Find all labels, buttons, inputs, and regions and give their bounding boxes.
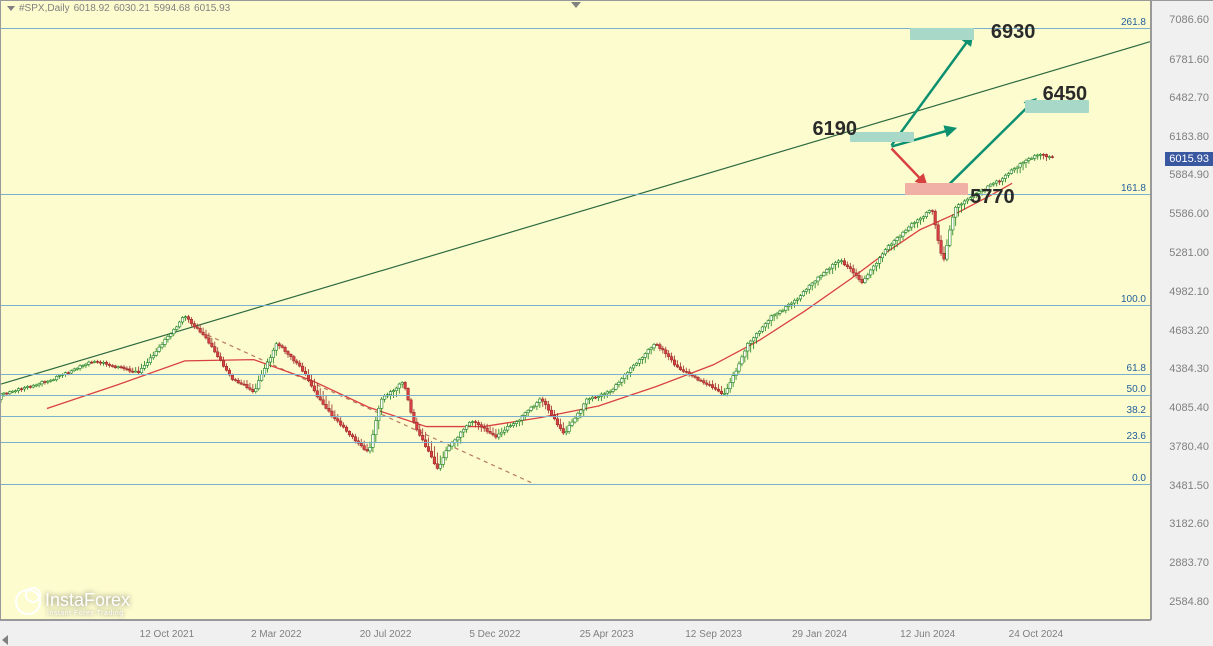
price-target-label: 6930	[991, 21, 1036, 44]
price-target-label: 6450	[1043, 83, 1088, 106]
price-target-box	[905, 183, 968, 196]
y-tick-label: 6781.60	[1169, 54, 1209, 66]
last-price-tag: 6015.93	[1165, 152, 1213, 166]
x-tick-label: 12 Jun 2024	[900, 629, 955, 640]
xaxis-scroll-icon[interactable]	[2, 635, 8, 645]
logo-icon	[15, 587, 41, 613]
x-axis: 12 Oct 2021 2 Mar 2022 20 Jul 2022 5 Dec 20…	[0, 620, 1151, 646]
y-tick-label: 2883.70	[1169, 557, 1209, 569]
chart-top-marker-icon	[571, 2, 581, 8]
title-dropdown-icon[interactable]	[7, 6, 15, 11]
y-tick-label: 4683.20	[1169, 325, 1209, 337]
fib-label: 23.6	[1127, 431, 1146, 442]
y-tick-label: 4384.30	[1169, 363, 1209, 375]
price-target-box	[850, 132, 913, 142]
x-tick-label: 12 Oct 2021	[140, 629, 194, 640]
watermark-tagline: Instant Forex Trading	[47, 610, 124, 617]
x-tick-label: 5 Dec 2022	[469, 629, 520, 640]
x-tick-label: 25 Apr 2023	[580, 629, 634, 640]
chart-svg-layer	[1, 1, 1150, 619]
y-tick-label: 6482.70	[1169, 92, 1209, 104]
y-tick-label: 2584.80	[1169, 596, 1209, 608]
y-tick-label: 7086.60	[1169, 14, 1209, 26]
symbol-label: #SPX,Daily	[19, 3, 70, 14]
x-tick-label: 20 Jul 2022	[360, 629, 412, 640]
title-bar: #SPX,Daily 6018.92 6030.21 5994.68 6015.…	[7, 3, 230, 14]
x-tick-label: 12 Sep 2023	[685, 629, 742, 640]
fib-label: 261.8	[1121, 17, 1146, 28]
ohlc-open: 6018.92	[74, 3, 110, 14]
fib-line	[1, 416, 1150, 417]
fib-line	[1, 484, 1150, 485]
y-tick-label: 4085.40	[1169, 402, 1209, 414]
y-tick-label: 3780.40	[1169, 441, 1209, 453]
y-tick-label: 5586.00	[1169, 208, 1209, 220]
y-tick-label: 5281.00	[1169, 247, 1209, 259]
ohlc-close: 6015.93	[194, 3, 230, 14]
fib-label: 100.0	[1121, 294, 1146, 305]
fib-line	[1, 28, 1150, 29]
y-tick-label: 3481.50	[1169, 480, 1209, 492]
y-axis: 6015.93 7086.60 6781.60 6482.70 6183.80 5884…	[1151, 0, 1213, 620]
fib-label: 161.8	[1121, 183, 1146, 194]
watermark-brand: InstaForex	[45, 590, 130, 611]
y-tick-label: 4982.10	[1169, 286, 1209, 298]
y-tick-label: 6183.80	[1169, 131, 1209, 143]
x-tick-label: 2 Mar 2022	[251, 629, 302, 640]
last-price-value: 6015.93	[1169, 153, 1209, 165]
y-tick-label: 3182.60	[1169, 518, 1209, 530]
chart-container: #SPX,Daily 6018.92 6030.21 5994.68 6015.…	[0, 0, 1213, 646]
chart-plot-area[interactable]: #SPX,Daily 6018.92 6030.21 5994.68 6015.…	[0, 0, 1151, 620]
fib-label: 50.0	[1127, 384, 1146, 395]
price-target-label: 5770	[970, 186, 1015, 209]
fib-label: 38.2	[1127, 405, 1146, 416]
fib-line	[1, 442, 1150, 443]
fib-label: 0.0	[1132, 473, 1146, 484]
fib-line	[1, 395, 1150, 396]
fib-line	[1, 374, 1150, 375]
x-tick-label: 24 Oct 2024	[1009, 629, 1063, 640]
fib-line	[1, 305, 1150, 306]
fib-label: 61.8	[1127, 363, 1146, 374]
y-tick-label: 5884.90	[1169, 169, 1209, 181]
ohlc-high: 6030.21	[114, 3, 150, 14]
price-target-box	[910, 28, 973, 40]
price-target-label: 6190	[812, 118, 857, 141]
x-tick-label: 29 Jan 2024	[792, 629, 847, 640]
ohlc-low: 5994.68	[154, 3, 190, 14]
